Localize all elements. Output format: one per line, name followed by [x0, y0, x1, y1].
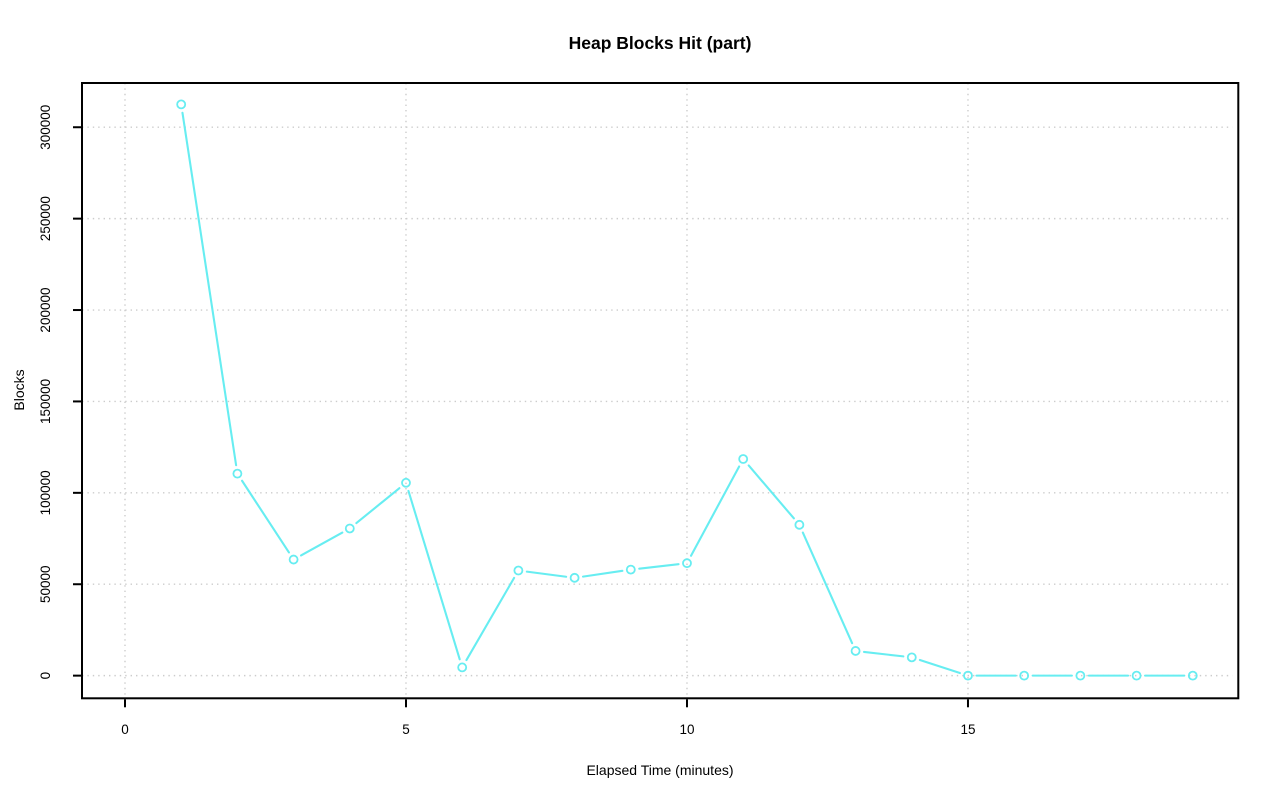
data-point-marker: [344, 523, 355, 534]
series-line-segment: [525, 570, 568, 578]
y-axis-title: Blocks: [11, 369, 27, 410]
data-point-marker: [1131, 670, 1142, 681]
y-tick-label: 200000: [38, 288, 53, 333]
data-point-marker: [794, 519, 805, 530]
data-point-marker: [850, 646, 861, 656]
x-tick-label: 15: [960, 722, 975, 737]
data-point-marker: [288, 554, 299, 565]
data-point-marker: [682, 558, 692, 569]
data-point-marker: [1075, 670, 1086, 681]
y-tick-label: 300000: [38, 105, 53, 150]
data-point-marker: [232, 468, 243, 479]
data-point-marker: [401, 477, 411, 488]
data-point-marker: [906, 652, 917, 663]
y-tick-label: 150000: [38, 379, 53, 424]
series-line-segment: [465, 576, 516, 662]
data-point-marker: [625, 564, 636, 575]
axis-tick-labels: 0 5 10 15 0 50000 100000 150000 200000 250000 3000…: [38, 105, 975, 737]
x-tick-label: 0: [121, 722, 129, 737]
y-tick-label: 250000: [38, 196, 53, 241]
data-point-marker: [569, 572, 580, 583]
y-tick-label: 50000: [38, 565, 53, 603]
series-line-segment: [407, 489, 461, 661]
y-tick-label: 100000: [38, 470, 53, 515]
series-line-segment: [689, 465, 741, 557]
data-point-marker: [457, 662, 468, 673]
series-line-segment: [638, 563, 680, 570]
series-line-segment: [918, 658, 961, 675]
x-tick-label: 10: [679, 722, 694, 737]
data-point-marker: [1187, 670, 1198, 681]
x-axis-title: Elapsed Time (minutes): [586, 762, 733, 778]
series-line-segment: [299, 531, 344, 557]
series-line-segment: [581, 569, 624, 578]
plot-border: [81, 82, 1240, 700]
series-line-segment: [801, 531, 854, 645]
series-line-segment: [240, 479, 290, 554]
series-line-segment: [355, 487, 401, 525]
data-point-marker: [963, 670, 973, 681]
data-point-marker: [176, 99, 187, 110]
series-line-segment: [862, 650, 905, 658]
chart-title: Heap Blocks Hit (part): [569, 33, 752, 53]
y-tick-label: 0: [38, 672, 53, 680]
x-tick-label: 5: [402, 722, 410, 737]
data-point-marker: [1019, 670, 1030, 681]
data-point-marker: [513, 565, 524, 576]
gridlines: [82, 83, 1233, 699]
data-point-marker: [738, 454, 749, 464]
axis-ticks: [73, 126, 969, 708]
data-series: [176, 99, 1198, 681]
series-line-segment: [747, 464, 795, 520]
series-line-segment: [181, 111, 238, 467]
